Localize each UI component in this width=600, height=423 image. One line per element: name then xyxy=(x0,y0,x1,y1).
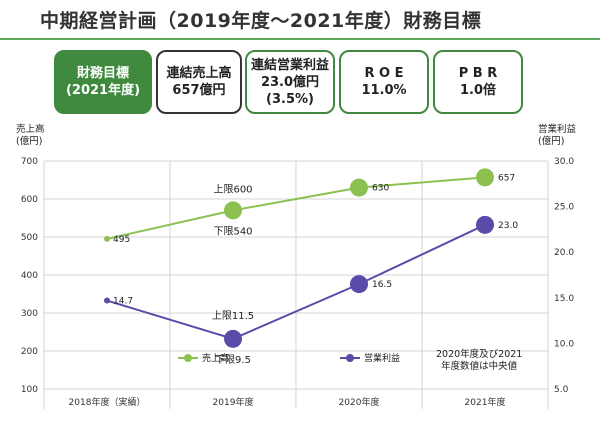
target-value: (2021年度) xyxy=(65,83,141,98)
target-value: 11.0% xyxy=(361,83,407,98)
legend-marker xyxy=(346,354,354,362)
series-line xyxy=(106,223,486,340)
target-box-financial: 財務目標 (2021年度) xyxy=(54,50,152,114)
right-tick-label: 20.0 xyxy=(554,248,574,258)
legend-marker xyxy=(184,354,192,362)
left-tick-label: 600 xyxy=(21,195,38,205)
left-tick-label: 700 xyxy=(21,157,38,167)
legend-label: 営業利益 xyxy=(364,352,400,364)
right-axis-title: 営業利益 (億円) xyxy=(538,124,577,147)
target-box-operating-profit: 連結営業利益 23.0億円 (3.5%) xyxy=(245,50,335,114)
target-label: P B R xyxy=(458,66,498,81)
left-tick-label: 500 xyxy=(21,233,38,243)
target-label: 連結売上高 xyxy=(166,66,232,81)
data-point xyxy=(350,178,368,197)
title-divider xyxy=(0,38,600,40)
target-label: 財務目標 xyxy=(76,66,129,81)
right-tick-label: 30.0 xyxy=(554,157,574,167)
target-label: R O E xyxy=(364,66,404,81)
data-label: 495 xyxy=(113,235,130,245)
range-lower-label: 下限9.5 xyxy=(215,354,251,366)
left-tick-label: 200 xyxy=(21,347,38,357)
chart-note: 2020年度及び2021 年度数値は中央値 xyxy=(436,349,523,372)
x-tick-label: 2020年度 xyxy=(339,396,380,408)
data-label: 16.5 xyxy=(372,280,392,290)
left-tick-label: 300 xyxy=(21,309,38,319)
data-label: 14.7 xyxy=(113,297,133,307)
x-tick-label: 2021年度 xyxy=(465,396,506,408)
target-value: 23.0億円 xyxy=(260,74,320,90)
data-label: 630 xyxy=(372,184,389,194)
data-point xyxy=(224,329,242,348)
data-label: 657 xyxy=(498,173,515,183)
data-point xyxy=(224,201,242,220)
right-tick-label: 25.0 xyxy=(554,203,574,213)
right-tick-label: 15.0 xyxy=(554,294,574,304)
data-point xyxy=(476,168,494,187)
data-point xyxy=(476,215,494,234)
target-value: 1.0倍 xyxy=(459,83,497,98)
x-tick-label: 2019年度 xyxy=(213,396,254,408)
target-value: 657億円 xyxy=(172,83,226,98)
right-tick-label: 10.0 xyxy=(554,339,574,349)
target-ratio: (3.5%) xyxy=(266,91,314,107)
left-tick-label: 100 xyxy=(21,385,38,395)
series-line xyxy=(106,176,486,240)
data-point xyxy=(350,275,368,294)
target-box-sales: 連結売上高 657億円 xyxy=(156,50,242,114)
right-tick-label: 5.0 xyxy=(554,385,569,395)
data-point xyxy=(104,297,110,304)
range-lower-label: 下限540 xyxy=(213,225,252,237)
target-box-roe: R O E 11.0% xyxy=(339,50,429,114)
data-label: 23.0 xyxy=(498,221,518,231)
page-title: 中期経営計画（2019年度～2021年度）財務目標 xyxy=(40,10,482,32)
x-tick-label: 2018年度（実績） xyxy=(69,396,146,408)
target-box-pbr: P B R 1.0倍 xyxy=(433,50,523,114)
left-tick-label: 400 xyxy=(21,271,38,281)
data-point xyxy=(104,235,110,242)
legend-label: 売上高 xyxy=(202,352,229,364)
left-axis-title: 売上高 (億円) xyxy=(16,124,45,147)
range-upper-label: 上限11.5 xyxy=(212,310,254,322)
target-label: 連結営業利益 xyxy=(250,57,329,73)
range-upper-label: 上限600 xyxy=(213,183,252,195)
